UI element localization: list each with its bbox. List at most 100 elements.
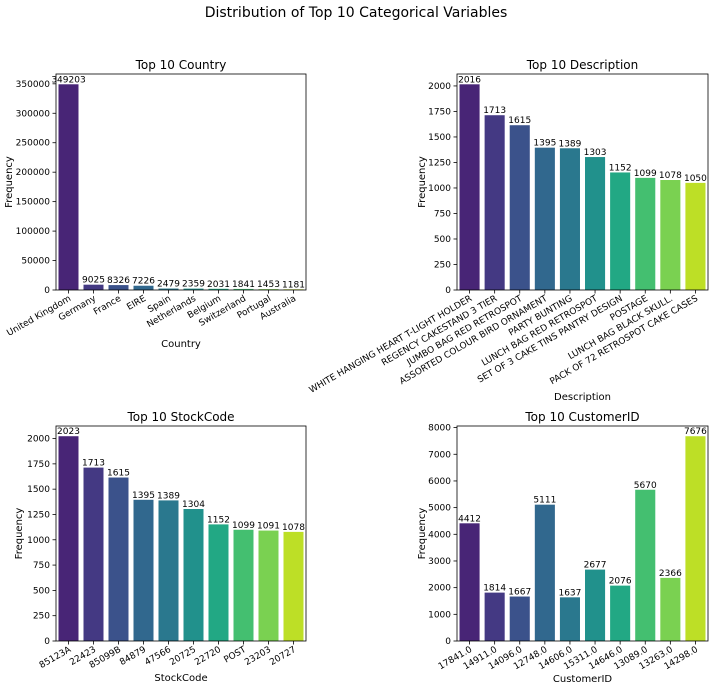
data-label-description-4: 1389 <box>558 139 581 149</box>
bar-country-5 <box>183 288 204 290</box>
bar-description-5 <box>585 157 606 290</box>
ytick-label-customerid-7: 7000 <box>428 450 451 460</box>
ytick-label-customerid-4: 4000 <box>428 530 451 540</box>
ytick-label-customerid-1: 1000 <box>428 610 451 620</box>
data-label-country-0: 349203 <box>51 75 85 85</box>
ytick-label-stockcode-0: 0 <box>44 637 50 647</box>
xtick-label-country-3: EIRE <box>125 294 148 313</box>
bar-description-0 <box>459 84 480 290</box>
ytick-label-stockcode-3: 750 <box>33 561 50 571</box>
x-axis-label-description: Description <box>554 392 611 403</box>
bar-customerid-5 <box>585 569 606 641</box>
ytick-label-description-5: 1250 <box>428 158 451 168</box>
bar-country-6 <box>208 288 229 290</box>
data-label-country-5: 2359 <box>182 280 205 290</box>
bar-description-8 <box>660 180 681 290</box>
ytick-label-description-1: 250 <box>434 260 451 270</box>
data-label-country-1: 9025 <box>82 276 105 286</box>
data-label-stockcode-2: 1615 <box>107 469 130 479</box>
data-label-stockcode-3: 1395 <box>132 491 155 501</box>
data-label-description-7: 1099 <box>634 169 657 179</box>
figure-suptitle: Distribution of Top 10 Categorical Varia… <box>205 5 508 21</box>
ytick-label-customerid-3: 3000 <box>428 557 451 567</box>
ytick-label-country-7: 350000 <box>16 80 51 90</box>
panel-title-stockcode: Top 10 StockCode <box>126 410 234 424</box>
panel-title-country: Top 10 Country <box>135 58 227 72</box>
bar-customerid-3 <box>534 504 555 641</box>
ytick-label-customerid-6: 6000 <box>428 477 451 487</box>
bar-country-3 <box>133 285 154 290</box>
bar-description-7 <box>635 177 656 290</box>
axes-frame-country <box>55 73 307 291</box>
data-label-country-8: 1453 <box>257 280 280 290</box>
xtick-label-stockcode-0: 85123A <box>38 645 74 671</box>
data-label-customerid-2: 1667 <box>508 588 531 598</box>
data-label-description-0: 2016 <box>458 75 481 85</box>
data-label-description-1: 1713 <box>483 106 506 116</box>
x-axis-label-country: Country <box>161 339 201 350</box>
bar-customerid-6 <box>610 585 631 641</box>
axes-frame-description <box>456 73 709 291</box>
data-label-description-6: 1152 <box>609 163 632 173</box>
ytick-label-description-0: 0 <box>445 286 451 296</box>
bar-customerid-0 <box>459 523 480 641</box>
x-axis-label-customerid: CustomerID <box>553 674 613 685</box>
bar-country-2 <box>108 285 129 290</box>
ytick-label-description-2: 500 <box>434 235 451 245</box>
xtick-label-country-2: France <box>92 294 123 318</box>
bar-country-7 <box>233 288 254 290</box>
bar-stockcode-5 <box>183 509 204 641</box>
ytick-label-country-5: 250000 <box>16 139 51 149</box>
data-label-customerid-4: 1637 <box>558 588 581 598</box>
ytick-label-stockcode-7: 1750 <box>27 460 50 470</box>
bar-country-4 <box>158 288 179 290</box>
data-label-country-3: 7226 <box>132 277 155 287</box>
bar-customerid-8 <box>660 577 681 641</box>
bar-customerid-2 <box>509 596 530 641</box>
ytick-label-country-3: 150000 <box>16 198 51 208</box>
data-label-customerid-7: 5670 <box>634 481 657 491</box>
panel-title-customerid: Top 10 CustomerID <box>524 410 639 424</box>
data-label-description-2: 1615 <box>508 116 531 126</box>
xtick-label-stockcode-9: 20727 <box>268 645 298 668</box>
axes-frame-stockcode <box>55 425 307 642</box>
bar-customerid-1 <box>484 592 505 641</box>
ytick-label-country-0: 0 <box>44 286 50 296</box>
data-label-customerid-0: 4412 <box>458 514 481 524</box>
data-label-country-4: 2479 <box>157 280 180 290</box>
data-label-customerid-1: 1814 <box>483 584 506 594</box>
data-label-stockcode-0: 2023 <box>57 427 80 437</box>
bar-description-3 <box>534 147 555 290</box>
ytick-label-description-4: 1000 <box>428 184 451 194</box>
bar-customerid-7 <box>635 489 656 641</box>
data-label-country-6: 2031 <box>207 280 230 290</box>
bar-stockcode-7 <box>233 529 254 641</box>
data-label-customerid-5: 2677 <box>584 561 607 571</box>
data-label-stockcode-5: 1304 <box>182 500 205 510</box>
bar-description-9 <box>685 182 706 290</box>
bar-stockcode-9 <box>283 531 304 641</box>
y-axis-label-description: Frequency <box>417 156 428 208</box>
bar-description-2 <box>509 125 530 290</box>
data-label-stockcode-1: 1713 <box>82 459 105 469</box>
ytick-label-stockcode-8: 2000 <box>27 435 50 445</box>
ytick-label-country-6: 300000 <box>16 109 51 119</box>
data-label-country-2: 8326 <box>107 276 130 286</box>
bar-stockcode-0 <box>58 436 79 641</box>
ytick-label-description-6: 1500 <box>428 133 451 143</box>
ytick-label-description-3: 750 <box>434 209 451 219</box>
bar-country-0 <box>58 84 79 290</box>
y-axis-label-stockcode: Frequency <box>14 508 25 560</box>
bar-stockcode-4 <box>158 500 179 641</box>
data-label-stockcode-9: 1078 <box>282 523 305 533</box>
bar-stockcode-6 <box>208 524 229 641</box>
ytick-label-customerid-5: 5000 <box>428 504 451 514</box>
panel-title-description: Top 10 Description <box>526 58 639 72</box>
ytick-label-customerid-2: 2000 <box>428 584 451 594</box>
ytick-label-country-1: 50000 <box>21 257 50 267</box>
bar-description-1 <box>484 115 505 290</box>
bar-stockcode-2 <box>108 477 129 641</box>
x-axis-label-stockcode: StockCode <box>154 673 207 684</box>
y-axis-label-country: Frequency <box>4 156 15 208</box>
